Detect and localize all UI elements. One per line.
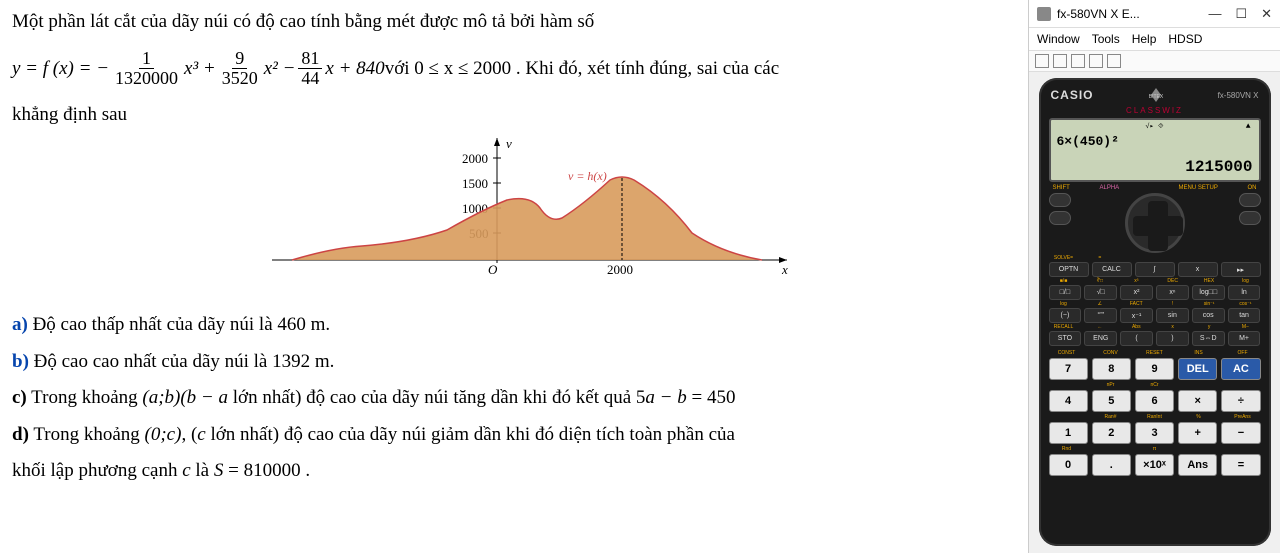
brand-casio: CASIO	[1051, 88, 1094, 102]
window-title: fx-580VN X E...	[1057, 7, 1208, 21]
close-button[interactable]: ✕	[1261, 6, 1272, 22]
problem-content: Một phần lát cắt của dãy núi có độ cao t…	[12, 8, 1022, 494]
svg-text:O: O	[488, 262, 498, 277]
num-0[interactable]: 0	[1049, 454, 1088, 476]
opt-d-label: d)	[12, 424, 29, 445]
on-button[interactable]	[1239, 211, 1261, 225]
mult-button[interactable]: ×	[1178, 390, 1217, 412]
optn-button[interactable]: OPTN	[1049, 262, 1089, 277]
del-button[interactable]: DEL	[1178, 358, 1217, 380]
menu-hdsd[interactable]: HDSD	[1168, 32, 1202, 46]
ans-button[interactable]: Ans	[1178, 454, 1217, 476]
pow-button[interactable]: xⁿ	[1156, 285, 1189, 300]
ln-button[interactable]: ln	[1228, 285, 1261, 300]
int-button[interactable]: ∫	[1135, 262, 1175, 277]
minus-button[interactable]: −	[1221, 422, 1260, 444]
options: a) Độ cao thấp nhất của dãy núi là 460 m…	[12, 311, 1022, 486]
calculator: CASIO BITEX fx-580VN X CLASSWIZ √▸ ⯑ ▲ 6…	[1039, 78, 1271, 546]
model-label: fx-580VN X	[1218, 91, 1259, 100]
x-button[interactable]: x	[1178, 262, 1218, 277]
num-3[interactable]: 3	[1135, 422, 1174, 444]
num-8[interactable]: 8	[1092, 358, 1131, 380]
calc-button[interactable]: CALC	[1092, 262, 1132, 277]
exp-button[interactable]: ×10ˣ	[1135, 454, 1174, 476]
mountain-chart: v 2000 1500 1000 500 O 2000 x v = h(x)	[272, 138, 792, 288]
tan-button[interactable]: tan	[1228, 308, 1261, 323]
opt-b-label: b)	[12, 351, 29, 372]
menu-button[interactable]	[1239, 193, 1261, 207]
svg-text:BITEX: BITEX	[1148, 94, 1163, 100]
neg-button[interactable]: (−)	[1049, 308, 1082, 323]
formula: y = f (x) = − 11320000 x³ + 93520 x² − 8…	[12, 49, 1022, 90]
tool-icon[interactable]	[1089, 54, 1103, 68]
dpad[interactable]	[1125, 193, 1185, 253]
emulator-window: fx-580VN X E... — ☐ ✕ Window Tools Help …	[1028, 0, 1280, 553]
num-6[interactable]: 6	[1135, 390, 1174, 412]
khang-text: khẳng định sau	[12, 101, 1022, 130]
arrow-button[interactable]: ▸▸	[1221, 262, 1261, 277]
menu-help[interactable]: Help	[1132, 32, 1157, 46]
tool-icon[interactable]	[1035, 54, 1049, 68]
num-4[interactable]: 4	[1049, 390, 1088, 412]
screen-input: 6×(450)²	[1057, 134, 1119, 149]
calc-screen: √▸ ⯑ ▲ 6×(450)² 1215000	[1049, 118, 1261, 182]
lparen-button[interactable]: (	[1120, 331, 1153, 346]
bitex-logo: BITEX	[1139, 86, 1173, 104]
menubar: Window Tools Help HDSD	[1029, 28, 1280, 51]
dot-button[interactable]: .	[1092, 454, 1131, 476]
svg-text:x: x	[781, 262, 788, 277]
svg-text:v = h(x): v = h(x)	[568, 169, 607, 183]
tool-icon[interactable]	[1107, 54, 1121, 68]
sqrt-button[interactable]: √□	[1084, 285, 1117, 300]
plus-button[interactable]: +	[1178, 422, 1217, 444]
mplus-button[interactable]: M+	[1228, 331, 1261, 346]
eng-button[interactable]: ENG	[1084, 331, 1117, 346]
recip-button[interactable]: x⁻¹	[1120, 308, 1153, 323]
sto-button[interactable]: STO	[1049, 331, 1082, 346]
num-1[interactable]: 1	[1049, 422, 1088, 444]
menu-tools[interactable]: Tools	[1092, 32, 1120, 46]
tool-icon[interactable]	[1053, 54, 1067, 68]
opt-c-label: c)	[12, 387, 27, 408]
num-9[interactable]: 9	[1135, 358, 1174, 380]
titlebar: fx-580VN X E... — ☐ ✕	[1029, 0, 1280, 28]
frac-button[interactable]: □/□	[1049, 285, 1082, 300]
sq-button[interactable]: x²	[1120, 285, 1153, 300]
alpha-button[interactable]	[1049, 211, 1071, 225]
svg-text:2000: 2000	[462, 151, 488, 166]
svg-text:2000: 2000	[607, 262, 633, 277]
dms-button[interactable]: °'"	[1084, 308, 1117, 323]
sd-button[interactable]: S⇔D	[1192, 331, 1225, 346]
num-2[interactable]: 2	[1092, 422, 1131, 444]
maximize-button[interactable]: ☐	[1235, 6, 1247, 22]
minimize-button[interactable]: —	[1208, 6, 1221, 22]
func-row: OPTN CALC ∫ x ▸▸	[1049, 262, 1261, 277]
num-7[interactable]: 7	[1049, 358, 1088, 380]
num-5[interactable]: 5	[1092, 390, 1131, 412]
screen-output: 1215000	[1185, 158, 1252, 176]
menu-window[interactable]: Window	[1037, 32, 1080, 46]
classwiz-label: CLASSWIZ	[1049, 106, 1261, 115]
shift-button[interactable]	[1049, 193, 1071, 207]
svg-text:v: v	[506, 138, 512, 151]
log-button[interactable]: log□□	[1192, 285, 1225, 300]
ac-button[interactable]: AC	[1221, 358, 1260, 380]
eq-button[interactable]: =	[1221, 454, 1260, 476]
cos-button[interactable]: cos	[1192, 308, 1225, 323]
opt-a-label: a)	[12, 314, 28, 335]
rparen-button[interactable]: )	[1156, 331, 1189, 346]
div-button[interactable]: ÷	[1221, 390, 1260, 412]
intro-text: Một phần lát cắt của dãy núi có độ cao t…	[12, 8, 1022, 37]
app-icon	[1037, 7, 1051, 21]
sin-button[interactable]: sin	[1156, 308, 1189, 323]
svg-text:1500: 1500	[462, 176, 488, 191]
toolbar	[1029, 51, 1280, 72]
tool-icon[interactable]	[1071, 54, 1085, 68]
